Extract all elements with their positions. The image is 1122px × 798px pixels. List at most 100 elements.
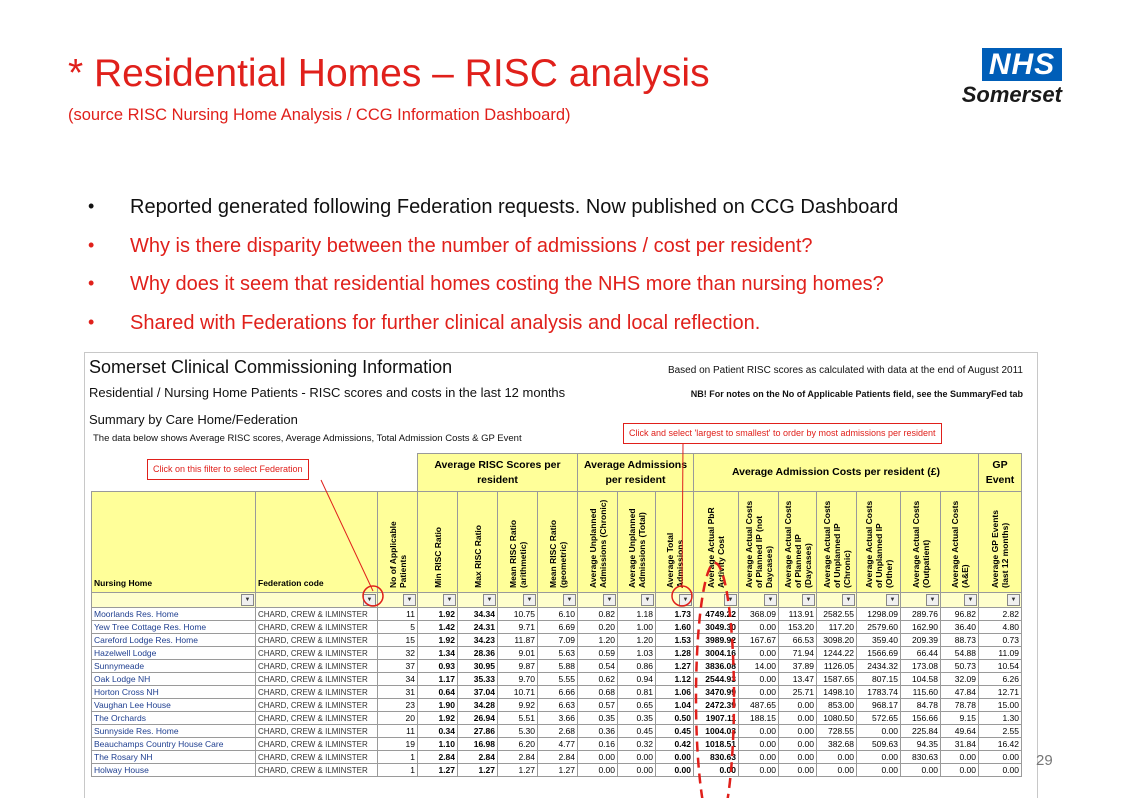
table-row: Careford Lodge Res. Home CHARD, CREW & IL… xyxy=(91,633,1022,647)
value-cell: 2.84 xyxy=(417,750,458,764)
filter-dropdown-icon[interactable]: ▼ xyxy=(886,594,899,606)
column-header: Average Actual Costs of Unplanned IP (Ch… xyxy=(816,491,857,593)
value-cell: 3004.16 xyxy=(693,646,739,660)
value-cell: 0.94 xyxy=(617,672,656,686)
value-cell: 0.45 xyxy=(617,724,656,738)
value-cell: 0.86 xyxy=(617,659,656,673)
value-cell: 1.27 xyxy=(655,659,694,673)
value-cell: 0.45 xyxy=(655,724,694,738)
filter-dropdown-icon[interactable]: ▼ xyxy=(926,594,939,606)
spreadsheet-screenshot: Somerset Clinical Commissioning Informat… xyxy=(84,352,1038,798)
value-cell: 9.01 xyxy=(497,646,538,660)
value-cell: 9.71 xyxy=(497,620,538,634)
home-name-cell: Oak Lodge NH xyxy=(91,672,256,686)
value-cell: 0.00 xyxy=(900,763,941,777)
filter-dropdown-icon[interactable]: ▼ xyxy=(1007,594,1020,606)
filter-dropdown-icon[interactable]: ▼ xyxy=(363,594,376,606)
filter-dropdown-icon[interactable]: ▼ xyxy=(641,594,654,606)
column-header-label: Average Actual PbR Activity Cost xyxy=(706,507,726,588)
federation-cell: CHARD, CREW & ILMINSTER xyxy=(255,698,378,712)
value-cell: 6.26 xyxy=(978,672,1022,686)
filter-dropdown-icon[interactable]: ▼ xyxy=(403,594,416,606)
filter-cell: ▼ xyxy=(91,592,256,608)
filter-dropdown-icon[interactable]: ▼ xyxy=(603,594,616,606)
slide-subtitle: (source RISC Nursing Home Analysis / CCG… xyxy=(68,106,571,124)
value-cell: 34.28 xyxy=(457,698,498,712)
sheet-description: The data below shows Average RISC scores… xyxy=(93,433,522,444)
column-header-label: Average Actual Costs of Planned IP (Dayc… xyxy=(782,500,813,588)
value-cell: 0.00 xyxy=(738,646,779,660)
value-cell: 3989.92 xyxy=(693,633,739,647)
value-cell: 113.91 xyxy=(778,607,817,621)
value-cell: 23 xyxy=(377,698,418,712)
filter-dropdown-icon[interactable]: ▼ xyxy=(724,594,737,606)
table-row: Yew Tree Cottage Res. Home CHARD, CREW & … xyxy=(91,620,1022,634)
value-cell: 0.59 xyxy=(577,646,618,660)
sheet-subtitle: Residential / Nursing Home Patients - RI… xyxy=(89,385,566,400)
value-cell: 115.60 xyxy=(900,685,941,699)
page-number: 29 xyxy=(1036,752,1053,769)
filter-dropdown-icon[interactable]: ▼ xyxy=(483,594,496,606)
home-name-cell: Yew Tree Cottage Res. Home xyxy=(91,620,256,634)
value-cell: 15 xyxy=(377,633,418,647)
value-cell: 1.20 xyxy=(617,633,656,647)
column-header: Average Actual Costs of Planned IP (Dayc… xyxy=(778,491,817,593)
logo-area-name: Somerset xyxy=(961,82,1062,107)
filter-row: ▼ ▼ ▼ ▼ ▼ ▼ ▼ ▼ ▼ ▼ ▼ ▼ ▼ ▼ ▼ ▼ ▼ ▼ xyxy=(91,592,1022,608)
value-cell: 572.65 xyxy=(856,711,901,725)
value-cell: 0.00 xyxy=(940,763,979,777)
value-cell: 66.53 xyxy=(778,633,817,647)
value-cell: 2.84 xyxy=(457,750,498,764)
column-header: Average Actual Costs (A&E) xyxy=(940,491,979,593)
filter-dropdown-icon[interactable]: ▼ xyxy=(443,594,456,606)
value-cell: 0.00 xyxy=(577,763,618,777)
column-header-label: No of Applicable Patients xyxy=(387,521,408,588)
filter-cell: ▼ xyxy=(417,592,458,608)
value-cell: 28.36 xyxy=(457,646,498,660)
value-cell: 1.27 xyxy=(457,763,498,777)
value-cell: 71.94 xyxy=(778,646,817,660)
filter-cell: ▼ xyxy=(255,592,378,608)
value-cell: 35.33 xyxy=(457,672,498,686)
value-cell: 830.63 xyxy=(900,750,941,764)
value-cell: 1907.11 xyxy=(693,711,739,725)
value-cell: 0.64 xyxy=(417,685,458,699)
federation-cell: CHARD, CREW & ILMINSTER xyxy=(255,672,378,686)
value-cell: 1018.51 xyxy=(693,737,739,751)
value-cell: 1.10 xyxy=(417,737,458,751)
value-cell: 9.15 xyxy=(940,711,979,725)
column-header-label: Average Unplanned Admissions (Total) xyxy=(626,508,647,588)
column-header-label: Mean RISC Ratio (arithmetic) xyxy=(507,519,528,588)
filter-dropdown-icon[interactable]: ▼ xyxy=(764,594,777,606)
value-cell: 1.27 xyxy=(537,763,578,777)
value-cell: 1.92 xyxy=(417,711,458,725)
value-cell: 509.63 xyxy=(856,737,901,751)
value-cell: 368.09 xyxy=(738,607,779,621)
filter-dropdown-icon[interactable]: ▼ xyxy=(563,594,576,606)
value-cell: 0.62 xyxy=(577,672,618,686)
value-cell: 50.73 xyxy=(940,659,979,673)
value-cell: 1.20 xyxy=(577,633,618,647)
value-cell: 0.00 xyxy=(940,750,979,764)
column-header-label: Average Actual Costs (Outpatient) xyxy=(910,500,931,588)
bullet-item: Shared with Federations for further clin… xyxy=(88,312,898,351)
column-header-label: Average GP Events (last 12 months) xyxy=(990,510,1010,588)
value-cell: 37 xyxy=(377,659,418,673)
filter-dropdown-icon[interactable]: ▼ xyxy=(802,594,815,606)
value-cell: 1.04 xyxy=(655,698,694,712)
value-cell: 1.90 xyxy=(417,698,458,712)
filter-dropdown-icon[interactable]: ▼ xyxy=(842,594,855,606)
value-cell: 49.64 xyxy=(940,724,979,738)
filter-dropdown-icon[interactable]: ▼ xyxy=(523,594,536,606)
federation-cell: CHARD, CREW & ILMINSTER xyxy=(255,633,378,647)
filter-cell: ▼ xyxy=(693,592,739,608)
column-header: Average Unplanned Admissions (Total) xyxy=(617,491,656,593)
filter-dropdown-icon[interactable]: ▼ xyxy=(241,594,254,606)
value-cell: 11 xyxy=(377,607,418,621)
value-cell: 31.84 xyxy=(940,737,979,751)
filter-dropdown-icon[interactable]: ▼ xyxy=(964,594,977,606)
filter-cell: ▼ xyxy=(738,592,779,608)
value-cell: 30.95 xyxy=(457,659,498,673)
bullet-item: Reported generated following Federation … xyxy=(88,196,898,235)
filter-dropdown-icon[interactable]: ▼ xyxy=(679,594,692,606)
